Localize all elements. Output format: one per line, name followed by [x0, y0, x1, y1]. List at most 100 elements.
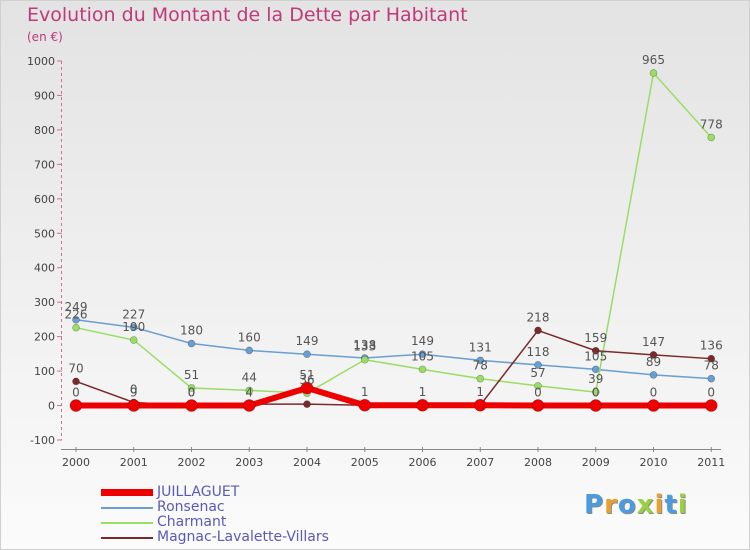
series-line-3 — [75, 329, 712, 407]
y-tick-label: 600 — [34, 193, 55, 206]
y-tick-label: 700 — [34, 158, 55, 171]
data-label: 131 — [469, 340, 492, 354]
data-point — [707, 374, 716, 383]
y-tick-label: 800 — [34, 124, 55, 137]
data-label: 1 — [419, 385, 427, 399]
x-tick-label: 2005 — [351, 456, 379, 469]
data-label: 218 — [527, 310, 550, 324]
data-point — [300, 381, 314, 395]
data-label: 190 — [122, 320, 145, 334]
data-point — [418, 350, 427, 359]
data-point — [649, 371, 658, 379]
data-label: 133 — [353, 340, 376, 354]
data-label: 226 — [65, 308, 88, 322]
data-point — [534, 326, 542, 335]
legend-swatch — [101, 536, 153, 539]
data-label: 160 — [238, 330, 261, 344]
legend-swatch — [101, 506, 153, 509]
data-label: 118 — [527, 345, 550, 359]
data-point — [707, 354, 716, 363]
data-point — [476, 356, 485, 365]
data-point — [360, 355, 369, 364]
data-point — [127, 399, 141, 412]
data-label: 105 — [411, 349, 434, 363]
y-tick-label: 500 — [34, 227, 55, 240]
legend-label: Ronsenac — [157, 499, 225, 515]
data-label: 0 — [130, 382, 138, 396]
data-label: 0 — [188, 386, 196, 400]
data-point — [242, 399, 256, 412]
y-tick-label: 200 — [34, 331, 55, 344]
data-point — [72, 377, 80, 386]
data-label: 227 — [122, 307, 145, 321]
y-tick-label: 1000 — [27, 55, 55, 68]
data-label: 1 — [476, 385, 484, 399]
data-label: 0 — [188, 386, 196, 400]
x-tick-label: 2011 — [697, 456, 725, 469]
data-point — [649, 351, 658, 359]
x-tick-label: 2010 — [640, 456, 668, 469]
data-label: 0 — [592, 386, 600, 400]
data-label: 44 — [242, 370, 257, 384]
data-point — [707, 133, 716, 142]
data-label: 39 — [588, 372, 603, 386]
data-point — [476, 374, 485, 383]
series-line-2 — [75, 72, 712, 394]
chart-subtitle: (en €) — [27, 30, 63, 44]
data-label: 51 — [184, 368, 199, 382]
data-point — [245, 346, 254, 355]
x-tick-label: 2001 — [120, 456, 148, 469]
data-point — [72, 315, 80, 324]
data-label: 249 — [65, 300, 88, 314]
data-label: 51 — [299, 368, 314, 382]
data-label: 78 — [704, 359, 719, 373]
y-tick-label: 100 — [34, 365, 55, 378]
data-label: 149 — [296, 334, 319, 348]
x-tick-label: 2003 — [235, 456, 263, 469]
data-point — [473, 398, 487, 412]
data-point — [303, 350, 311, 359]
x-tick-label: 2006 — [409, 456, 437, 469]
data-point — [591, 346, 600, 355]
data-label: 149 — [411, 334, 434, 348]
data-label: 180 — [180, 324, 203, 338]
data-label: 105 — [584, 349, 607, 363]
data-label: 4 — [245, 386, 253, 400]
y-tick-label: 300 — [34, 296, 55, 309]
data-point — [591, 388, 600, 396]
data-label: 138 — [353, 338, 376, 352]
proxiti-logo: Proxiti — [584, 490, 688, 520]
series-line-1 — [75, 319, 712, 380]
y-tick-label: -100 — [30, 434, 55, 447]
data-point — [649, 69, 658, 77]
data-point — [129, 336, 138, 344]
data-label: 70 — [68, 361, 83, 375]
data-point — [303, 400, 311, 408]
legend-label: Magnac-Lavalette-Villars — [157, 529, 329, 545]
data-point — [245, 386, 254, 395]
data-point — [187, 384, 196, 392]
data-point — [534, 361, 542, 369]
data-label: 965 — [642, 53, 665, 67]
data-label: 89 — [646, 355, 661, 369]
x-tick-label: 2000 — [62, 456, 90, 469]
legend-label: JUILLAGUET — [157, 484, 240, 500]
data-label: 0 — [534, 386, 542, 400]
data-point — [129, 323, 138, 332]
data-point — [358, 398, 372, 412]
data-point — [534, 382, 542, 390]
data-label: 0 — [707, 386, 715, 400]
data-label: 1 — [361, 385, 369, 399]
data-point — [72, 323, 80, 332]
data-label: 0 — [650, 386, 658, 400]
data-point — [418, 365, 427, 374]
x-tick-label: 2002 — [178, 456, 206, 469]
data-point — [69, 399, 83, 412]
data-point — [704, 399, 718, 412]
legend-swatch — [101, 521, 153, 524]
x-tick-label: 2008 — [524, 456, 552, 469]
legend-label: Charmant — [157, 514, 227, 530]
y-tick-label: 0 — [48, 400, 55, 413]
x-tick-label: 2009 — [582, 456, 610, 469]
legend-swatch — [101, 489, 153, 496]
